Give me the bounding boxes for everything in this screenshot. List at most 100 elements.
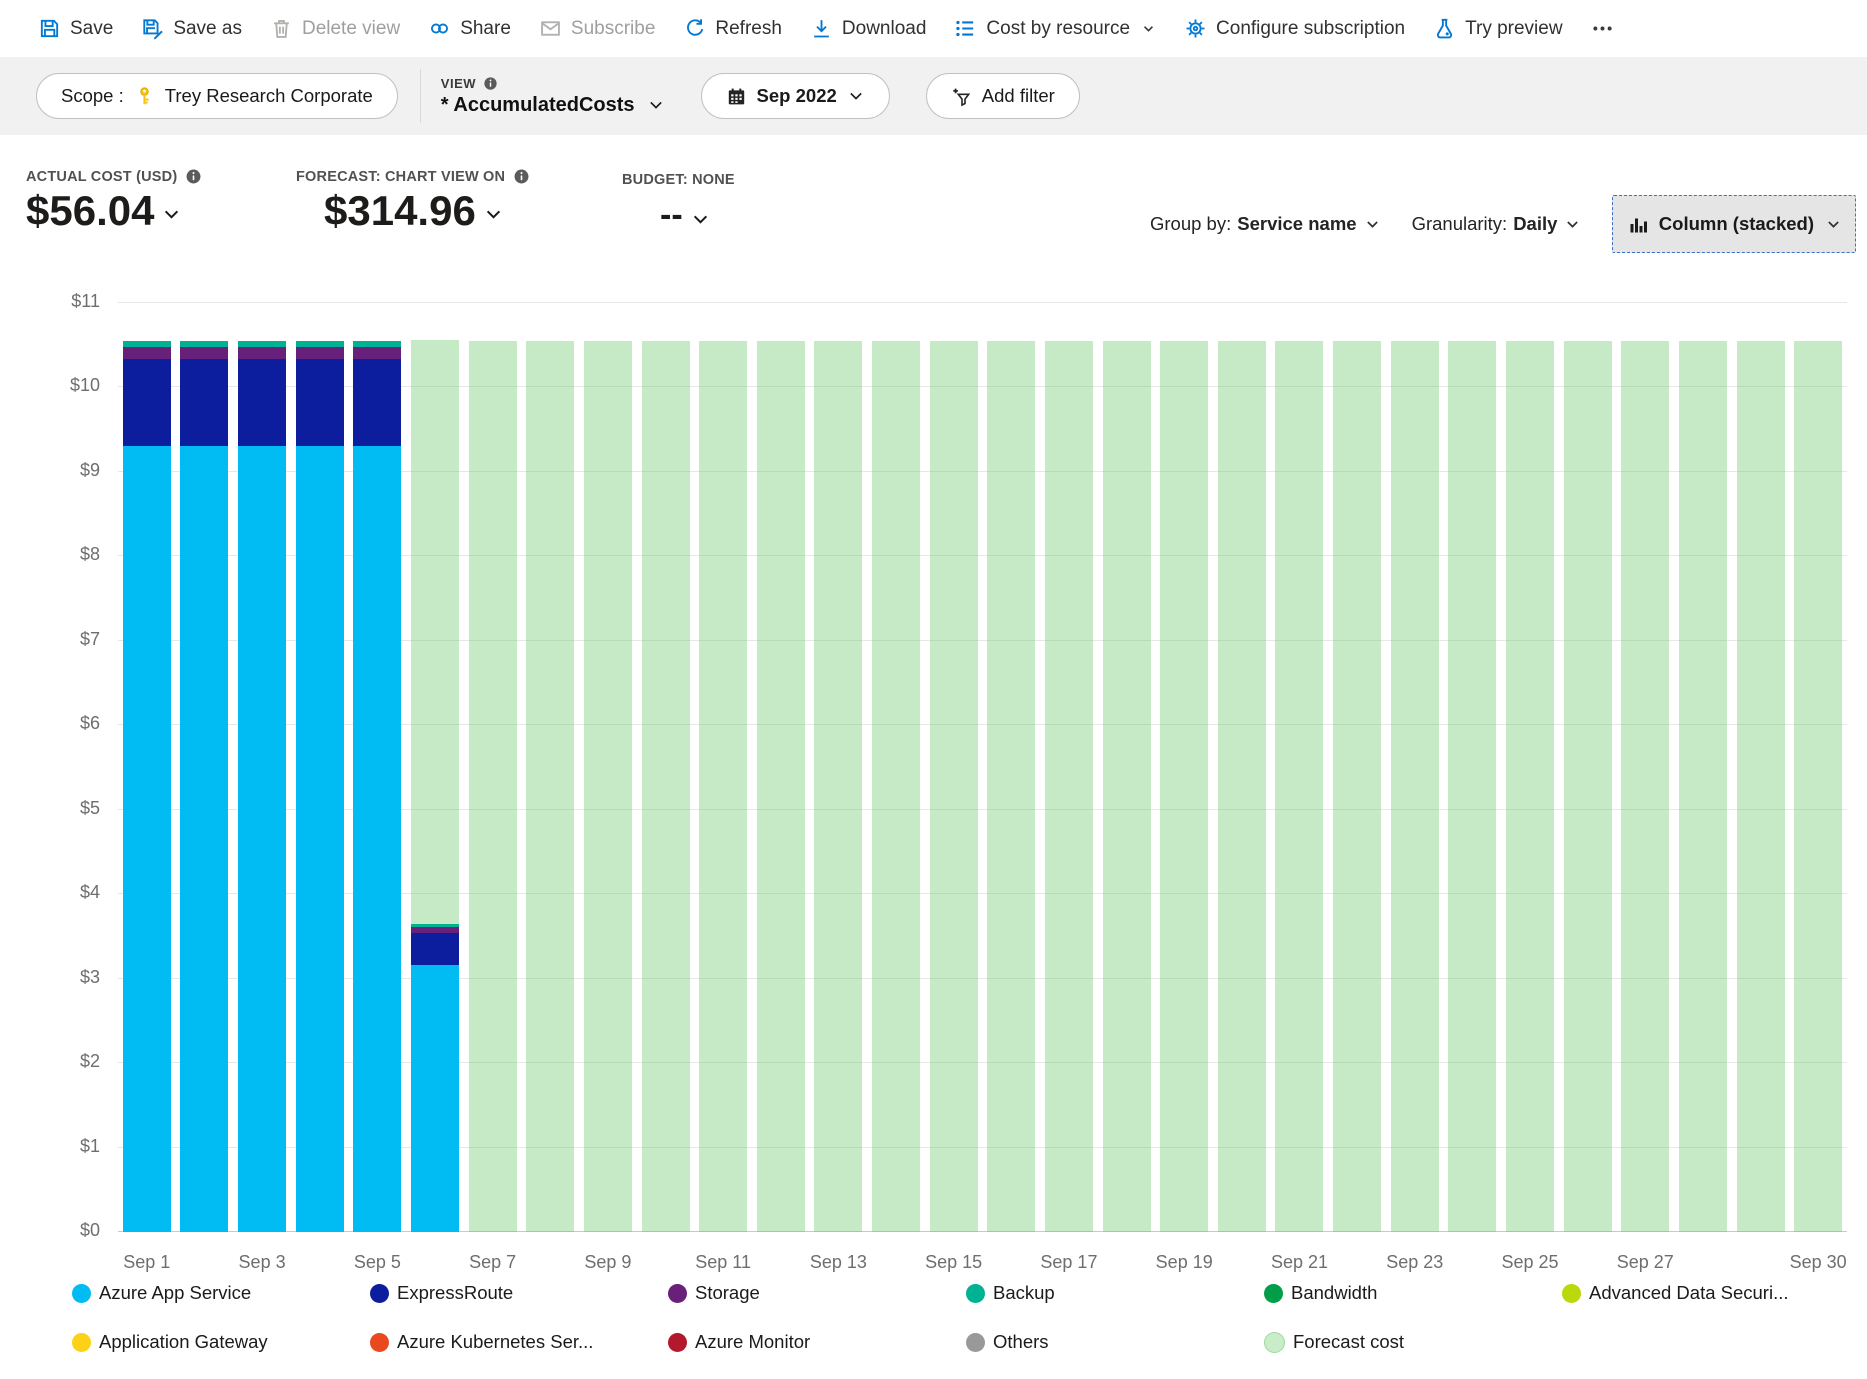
legend-label: Azure App Service xyxy=(99,1282,252,1303)
gridline xyxy=(118,1146,1847,1148)
more-options-button[interactable] xyxy=(1591,17,1614,40)
chevron-down-icon xyxy=(847,87,865,105)
legend-swatch xyxy=(668,1332,687,1352)
gridline xyxy=(118,808,1847,810)
chart-bar-day-24 xyxy=(1448,341,1497,1232)
bar-segment-expressroute xyxy=(353,358,402,446)
x-axis-label: Sep 17 xyxy=(1040,1252,1098,1272)
bar-segment-expressroute xyxy=(410,933,459,966)
gridline xyxy=(118,893,1847,895)
chart-bar-day-19 xyxy=(1160,341,1209,1232)
info-icon[interactable] xyxy=(483,76,498,91)
chart-bar-day-25 xyxy=(1506,341,1555,1232)
scope-label: Scope : xyxy=(61,85,124,106)
y-axis-label: $7 xyxy=(79,628,100,649)
info-icon[interactable] xyxy=(185,168,202,185)
download-button[interactable]: Download xyxy=(810,17,926,40)
bar-segment-forecast-cost xyxy=(1621,341,1670,1232)
filter-bar: Scope : Trey Research Corporate VIEW * A… xyxy=(0,57,1867,135)
x-axis-label: Sep 11 xyxy=(695,1252,751,1272)
legend-item-advanced-data-securi-[interactable]: Advanced Data Securi... xyxy=(1562,1282,1860,1304)
forecast-label: FORECAST: CHART VIEW ON xyxy=(296,168,506,185)
view-label: VIEW xyxy=(440,75,477,91)
chart-type-label: Column (stacked) xyxy=(1658,213,1815,234)
save-button[interactable]: Save xyxy=(38,17,113,40)
share-button[interactable]: Share xyxy=(428,17,511,40)
share-label: Share xyxy=(460,17,511,39)
cost-by-resource-button[interactable]: Cost by resource xyxy=(954,17,1156,40)
legend-swatch xyxy=(1264,1283,1283,1303)
bar-segment-forecast-cost xyxy=(1275,341,1324,1232)
bar-segment-forecast-cost xyxy=(1333,341,1382,1232)
bar-segment-forecast-cost xyxy=(872,341,921,1232)
calendar-icon xyxy=(726,86,747,107)
legend-item-application-gateway[interactable]: Application Gateway xyxy=(72,1331,370,1353)
legend-item-forecast-cost[interactable]: Forecast cost xyxy=(1264,1331,1562,1353)
granularity-selector[interactable]: Granularity: Daily xyxy=(1412,213,1581,235)
refresh-button[interactable]: Refresh xyxy=(683,17,782,40)
bar-segment-forecast-cost xyxy=(1563,341,1612,1232)
forecast-dropdown[interactable]: $314.96 xyxy=(324,188,530,233)
scope-value: Trey Research Corporate xyxy=(164,85,373,106)
chart-bar-day-15 xyxy=(929,341,978,1232)
chart-bar-day-20 xyxy=(1217,341,1266,1232)
y-axis-label: $1 xyxy=(79,1135,100,1156)
legend-item-azure-app-service[interactable]: Azure App Service xyxy=(72,1282,370,1304)
delete-view-button: Delete view xyxy=(270,17,400,40)
chart-bar-day-3 xyxy=(238,341,287,1232)
refresh-icon xyxy=(683,17,706,40)
view-selector[interactable]: * AccumulatedCosts xyxy=(441,94,665,117)
bar-segment-forecast-cost xyxy=(1794,341,1843,1232)
group-by-selector[interactable]: Group by: Service name xyxy=(1150,213,1380,235)
actual-cost-dropdown[interactable]: $56.04 xyxy=(26,188,202,233)
x-axis-label: Sep 19 xyxy=(1155,1252,1213,1272)
chevron-down-icon xyxy=(162,205,181,224)
chart-bar-day-13 xyxy=(814,341,863,1232)
download-icon xyxy=(810,17,833,40)
configure-subscription-label: Configure subscription xyxy=(1216,17,1406,39)
chart-type-button[interactable]: Column (stacked) xyxy=(1612,195,1857,253)
info-icon[interactable] xyxy=(513,168,530,185)
bar-segment-forecast-cost xyxy=(1044,341,1093,1232)
gridline xyxy=(118,1231,1847,1232)
bar-segment-forecast-cost xyxy=(1448,341,1497,1232)
chart-bar-day-17 xyxy=(1044,341,1093,1232)
save-as-button[interactable]: Save as xyxy=(141,17,242,40)
bar-segment-azure-app-service xyxy=(238,445,287,1232)
legend-label: Bandwidth xyxy=(1291,1282,1378,1303)
subscribe-label: Subscribe xyxy=(570,17,656,39)
legend-item-expressroute[interactable]: ExpressRoute xyxy=(370,1282,668,1304)
bar-segment-azure-app-service xyxy=(353,445,402,1232)
kpi-forecast: FORECAST: CHART VIEW ON $314.96 xyxy=(296,168,530,233)
legend-item-others[interactable]: Others xyxy=(966,1331,1264,1353)
date-range-selector[interactable]: Sep 2022 xyxy=(700,73,890,119)
legend-item-storage[interactable]: Storage xyxy=(668,1282,966,1304)
bar-segment-forecast-cost xyxy=(410,340,459,924)
try-preview-button[interactable]: Try preview xyxy=(1433,17,1563,40)
legend-label: Azure Monitor xyxy=(695,1331,811,1352)
budget-dropdown[interactable]: -- xyxy=(660,196,735,238)
gear-icon xyxy=(1184,17,1207,40)
legend-label: Backup xyxy=(993,1282,1055,1303)
budget-value: -- xyxy=(660,196,683,234)
chevron-down-icon xyxy=(1565,217,1580,232)
legend-item-backup[interactable]: Backup xyxy=(966,1282,1264,1304)
legend-label: Others xyxy=(993,1331,1049,1352)
chart-bar-day-26 xyxy=(1563,341,1612,1232)
view-selector-block: VIEW * AccumulatedCosts xyxy=(441,76,665,117)
legend-item-azure-monitor[interactable]: Azure Monitor xyxy=(668,1331,966,1353)
legend-item-bandwidth[interactable]: Bandwidth xyxy=(1264,1282,1562,1304)
configure-subscription-button[interactable]: Configure subscription xyxy=(1184,17,1405,40)
chart-bar-day-27 xyxy=(1621,341,1670,1232)
chart-bar-day-14 xyxy=(872,341,921,1232)
y-axis-label: $5 xyxy=(79,797,100,818)
chart-bar-day-6 xyxy=(410,340,459,1232)
y-axis-label: $6 xyxy=(79,713,100,734)
legend-item-azure-kubernetes-ser-[interactable]: Azure Kubernetes Ser... xyxy=(370,1331,668,1353)
y-axis-label: $11 xyxy=(71,291,100,311)
y-axis-label: $9 xyxy=(79,459,100,480)
bar-segment-azure-app-service xyxy=(295,445,344,1232)
scope-selector[interactable]: Scope : Trey Research Corporate xyxy=(36,73,398,119)
cost-chart: $0 $1 $2 $3 $4 $5 $6 $7 $8 $9 $10 $11 Sep 1 Sep 3 Sep … xyxy=(0,270,1867,1275)
add-filter-button[interactable]: Add filter xyxy=(925,73,1080,119)
